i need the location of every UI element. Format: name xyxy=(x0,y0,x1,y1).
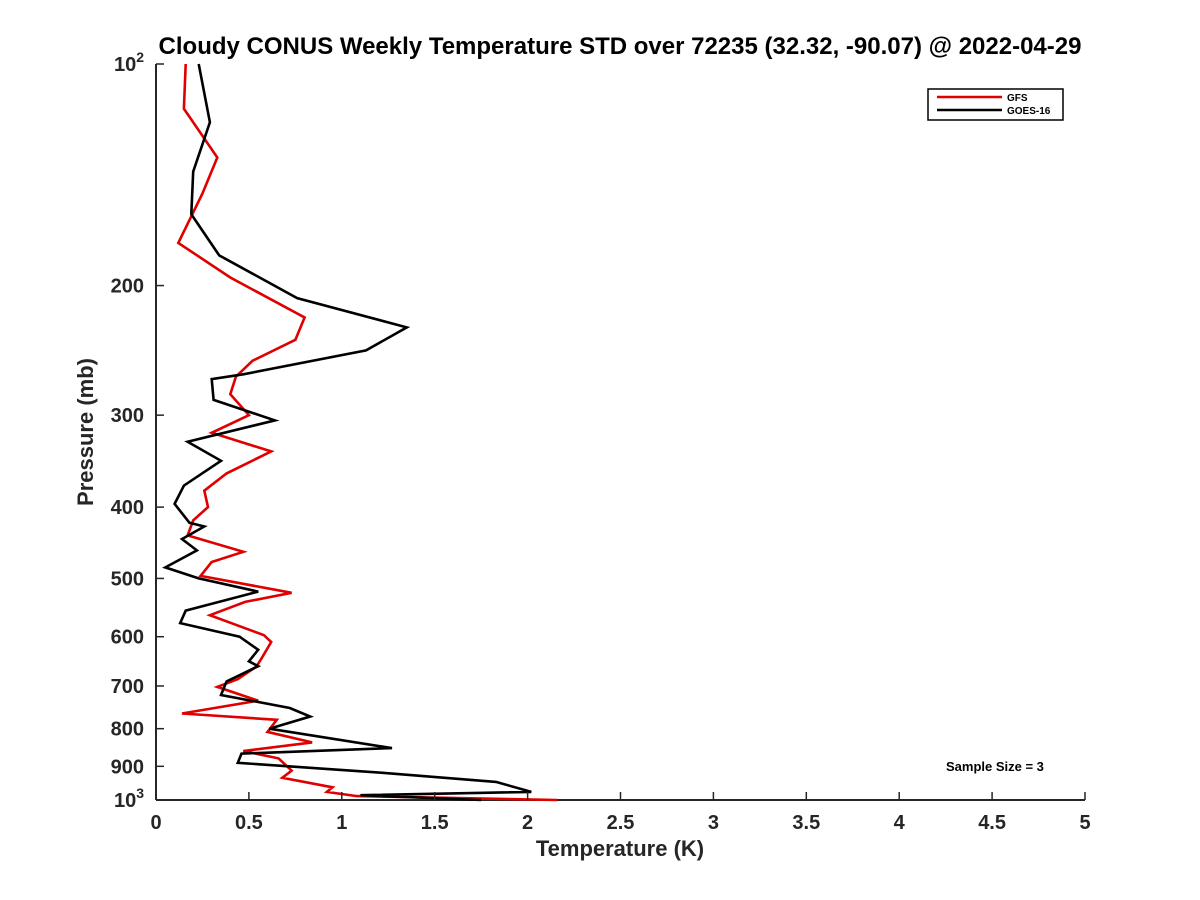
series-group xyxy=(162,63,558,802)
x-tick-label: 2 xyxy=(522,812,533,834)
y-tick-label: 102 xyxy=(114,49,144,76)
y-tick-label: 400 xyxy=(111,497,144,519)
chart-title: Cloudy CONUS Weekly Temperature STD over… xyxy=(159,33,1082,60)
y-tick-base: 900 xyxy=(111,756,144,778)
series-line-gfs xyxy=(176,63,558,802)
x-tick-label: 5 xyxy=(1079,812,1090,834)
x-tick-label: 0 xyxy=(150,812,161,834)
y-tick-base: 600 xyxy=(111,627,144,649)
x-tick-label: 4.5 xyxy=(978,812,1006,834)
y-tick-base: 700 xyxy=(111,676,144,698)
y-tick-label: 900 xyxy=(111,756,144,778)
y-tick-exponent: 3 xyxy=(136,785,144,801)
x-tick-label: 4 xyxy=(894,812,906,834)
x-tick-label: 1.5 xyxy=(421,812,449,834)
series-line-goes-16 xyxy=(162,63,532,802)
y-tick-label: 500 xyxy=(111,568,144,590)
y-tick-base: 500 xyxy=(111,568,144,590)
y-axis-label: Pressure (mb) xyxy=(73,358,98,506)
y-tick-exponent: 2 xyxy=(136,49,144,65)
x-axis-ticks: 0 0.5 1 1.5 2 2.5 3 3.5 4 4.5 5 xyxy=(150,792,1091,834)
y-tick-label: 800 xyxy=(111,719,144,741)
y-tick-base: 800 xyxy=(111,719,144,741)
x-tick-label: 1 xyxy=(336,812,347,834)
y-tick-base: 200 xyxy=(111,276,144,298)
y-tick-label: 700 xyxy=(111,676,144,698)
legend-label: GFS xyxy=(1007,93,1028,104)
x-tick-label: 0.5 xyxy=(235,812,263,834)
y-tick-base: 300 xyxy=(111,405,144,427)
y-tick-base: 400 xyxy=(111,497,144,519)
y-tick-base: 10 xyxy=(114,790,136,812)
legend-items: GFS GOES-16 xyxy=(937,93,1051,117)
legend-label: GOES-16 xyxy=(1007,106,1051,117)
x-axis-label: Temperature (K) xyxy=(536,836,704,861)
x-tick-label: 3 xyxy=(708,812,719,834)
legend: GFS GOES-16 xyxy=(927,88,1064,121)
y-tick-label: 200 xyxy=(111,276,144,298)
y-tick-base: 10 xyxy=(114,54,136,76)
y-tick-label: 300 xyxy=(111,405,144,427)
sample-size-annotation: Sample Size = 3 xyxy=(946,759,1044,774)
y-tick-label: 600 xyxy=(111,627,144,649)
legend-box xyxy=(927,88,1064,121)
y-tick-label: 103 xyxy=(114,785,144,812)
x-tick-label: 2.5 xyxy=(607,812,635,834)
x-tick-label: 3.5 xyxy=(792,812,820,834)
